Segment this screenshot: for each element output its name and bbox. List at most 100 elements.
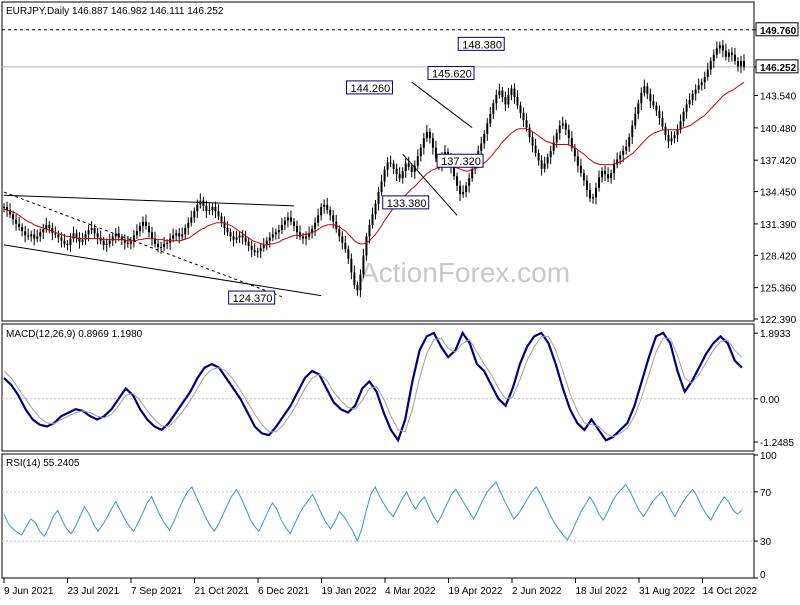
candle-body: [6, 206, 9, 211]
hline-price-marker: [755, 22, 799, 37]
candle-body: [558, 125, 561, 133]
candle-body: [640, 92, 643, 104]
rsi-y-tick-label: 0: [760, 570, 766, 581]
candle-body: [486, 123, 489, 134]
candle-body: [552, 142, 555, 151]
candle-body: [247, 241, 250, 246]
candle-body: [302, 236, 305, 239]
candle-body: [646, 86, 649, 94]
wedge-lower-line: [402, 153, 458, 216]
candle-body: [697, 85, 700, 90]
candle-body: [181, 234, 184, 237]
candle-body: [39, 232, 42, 237]
candle-body: [540, 160, 543, 169]
candle-body: [549, 150, 552, 158]
candle-body: [220, 216, 223, 222]
candle-body: [102, 240, 105, 245]
x-tick-label: 31 Aug 2022: [639, 586, 696, 597]
candle-body: [610, 173, 613, 179]
candle-body: [259, 248, 262, 252]
candle-body: [664, 126, 667, 136]
candle-body: [250, 245, 253, 251]
candle-body: [525, 120, 528, 128]
candle-body: [706, 69, 709, 77]
candle-body: [332, 215, 335, 222]
candle-body: [262, 244, 265, 249]
macd-panel: 1.8933 0.00 -1.2485: [2, 329, 794, 449]
x-tick-label: 6 Dec 2021: [258, 586, 310, 597]
candle-body: [401, 170, 404, 179]
candle-body: [317, 215, 320, 223]
candle-body: [60, 237, 63, 241]
candle-body: [718, 45, 721, 49]
candle-body: [30, 234, 33, 237]
candle-body: [84, 234, 87, 240]
candle-body: [637, 103, 640, 114]
candle-body: [576, 156, 579, 166]
candle-body: [543, 163, 546, 169]
chart-title: EURJPY,Daily 146.887 146.982 146.111 146…: [6, 6, 224, 17]
macd-title: MACD(12,26,9) 0.8969 1.1980: [6, 329, 143, 340]
candle-body: [404, 163, 407, 171]
candle-body: [87, 230, 90, 235]
macd-y-tick-label: 1.8933: [760, 329, 791, 340]
candle-body: [326, 204, 329, 211]
x-tick-label: 19 Jan 2022: [322, 586, 377, 597]
candle-body: [54, 233, 57, 235]
candle-body: [498, 90, 501, 95]
candle-body: [141, 221, 144, 226]
candle-body: [428, 131, 431, 139]
candle-body: [619, 155, 622, 160]
candle-body: [431, 138, 434, 148]
candle-body: [649, 93, 652, 102]
dashed-trend-line: [3, 191, 283, 298]
candle-body: [573, 147, 576, 157]
candle-body: [582, 173, 585, 181]
price-panel-frame: [1, 1, 755, 322]
candle-body: [356, 285, 359, 291]
level-annotation-box: [436, 153, 484, 168]
candle-body: [120, 237, 123, 240]
candle-body: [93, 228, 96, 234]
candle-body: [616, 159, 619, 165]
candle-body: [613, 164, 616, 174]
candle-body: [739, 61, 742, 67]
candle-body: [673, 135, 676, 139]
candle-body: [286, 217, 289, 221]
candle-body: [712, 54, 715, 62]
price-y-tick-label: 149.760: [760, 26, 797, 37]
candle-body: [223, 221, 226, 229]
candle-body: [271, 234, 274, 238]
candle-body: [359, 274, 362, 291]
candle-body: [172, 235, 175, 239]
candle-body: [495, 94, 498, 104]
candle-body: [129, 240, 132, 244]
candle-body: [329, 210, 332, 216]
candle-body: [202, 200, 205, 206]
candle-body: [292, 221, 295, 226]
candle-body: [305, 236, 308, 239]
candle-body: [567, 129, 570, 139]
price-y-tick-label: 134.450: [760, 188, 797, 199]
candle-body: [217, 211, 220, 217]
rsi-y-tick-label: 70: [760, 488, 772, 499]
rsi-panel: 100 70 30 0: [2, 451, 777, 581]
candle-body: [507, 94, 510, 105]
candle-body: [688, 100, 691, 105]
candle-body: [380, 181, 383, 193]
candle-body: [422, 138, 425, 148]
level-annotation-box: [427, 66, 475, 81]
x-tick-label: 18 Jul 2022: [576, 586, 628, 597]
candle-body: [522, 112, 525, 121]
candle-body: [24, 231, 27, 236]
candle-body: [670, 138, 673, 142]
candle-body: [314, 222, 317, 230]
level-annotation-box: [345, 80, 393, 95]
candle-body: [21, 226, 24, 232]
candle-body: [643, 86, 646, 93]
candle-body: [211, 206, 214, 211]
candle-body: [489, 113, 492, 124]
candle-body: [147, 225, 150, 233]
candle-body: [51, 228, 54, 234]
